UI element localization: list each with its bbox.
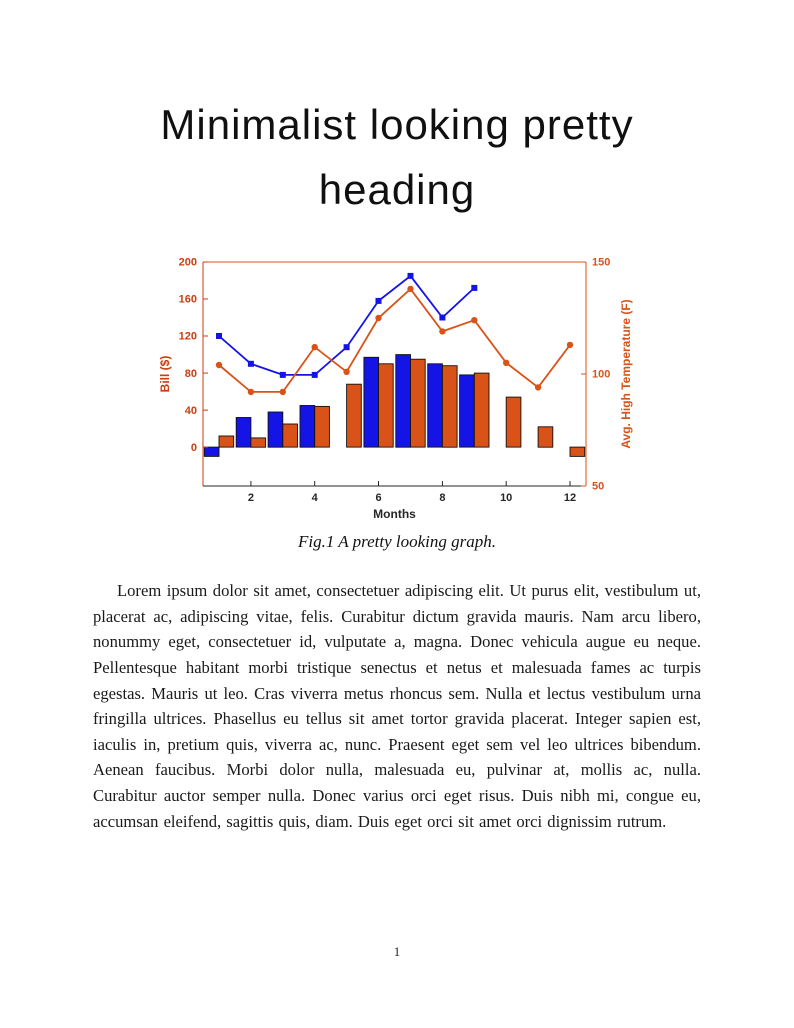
svg-text:Months: Months	[373, 507, 416, 521]
svg-text:50: 50	[592, 481, 604, 493]
figure-caption: Fig.1 A pretty looking graph.	[297, 532, 496, 552]
svg-text:0: 0	[190, 442, 196, 454]
page-number: 1	[393, 944, 401, 959]
page-title: Minimalist looking pretty heading	[160, 101, 634, 214]
svg-text:Avg. High Temperature (F): Avg. High Temperature (F)	[619, 300, 633, 449]
figure: 0 40 80 120 160 200 50 100 150 2 4 6 8 10 12 Months Bill…	[0, 252, 794, 552]
svg-text:120: 120	[178, 331, 196, 343]
chart: 0 40 80 120 160 200 50 100 150 2 4 6 8 10 12 Months Bill…	[155, 252, 640, 524]
svg-text:2: 2	[247, 492, 253, 504]
svg-text:10: 10	[500, 492, 512, 504]
svg-text:200: 200	[178, 257, 196, 269]
svg-text:12: 12	[563, 492, 575, 504]
svg-text:80: 80	[184, 368, 196, 380]
svg-text:100: 100	[592, 369, 610, 381]
body-paragraph: Lorem ipsum dolor sit amet, consectetuer…	[93, 581, 701, 831]
svg-text:40: 40	[184, 405, 196, 417]
svg-text:160: 160	[178, 294, 196, 306]
combo-chart-svg: 0 40 80 120 160 200 50 100 150 2 4 6 8 10 12 Months Bill…	[158, 257, 633, 521]
svg-text:8: 8	[439, 492, 445, 504]
svg-text:4: 4	[311, 492, 318, 504]
svg-text:6: 6	[375, 492, 381, 504]
svg-text:Bill ($): Bill ($)	[158, 356, 172, 393]
svg-text:150: 150	[592, 257, 610, 269]
